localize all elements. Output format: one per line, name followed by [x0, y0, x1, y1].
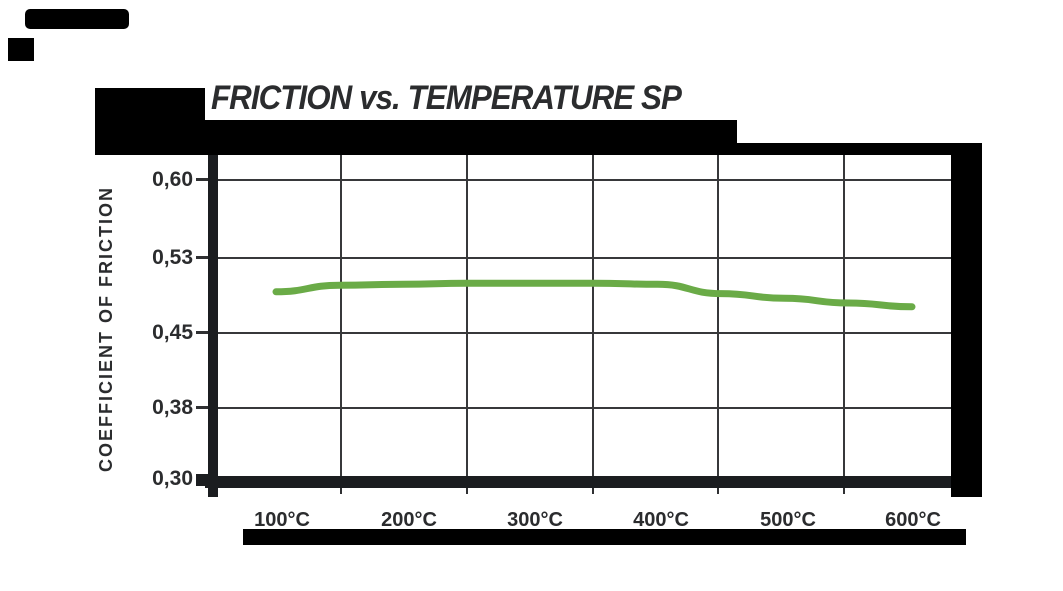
x-axis-bar [205, 476, 982, 488]
friction-curve [272, 279, 916, 311]
y-tick-2 [196, 331, 208, 334]
v-gridline-1 [466, 155, 468, 486]
chart-title: FRICTION vs. TEMPERATURE SP [211, 79, 682, 117]
y-axis-bar [208, 155, 218, 497]
h-gridline-1 [218, 257, 951, 259]
title-box: FRICTION vs. TEMPERATURE SP [205, 78, 737, 120]
h-gridline-3 [218, 407, 951, 409]
x-tick-label-2: 300°C [507, 509, 563, 531]
x-tick-0 [340, 488, 342, 494]
y-axis-origin-tick [196, 474, 208, 486]
v-gridline-4 [843, 155, 845, 486]
plot-top-mask-strip [737, 143, 966, 155]
h-gridline-0 [218, 179, 951, 181]
bottom-mask-strip [243, 529, 966, 545]
logo-mask-square [8, 38, 34, 61]
y-tick-label-2: 0,45 [152, 321, 193, 344]
x-tick-label-4: 500°C [760, 509, 816, 531]
y-tick-0 [196, 178, 208, 181]
x-tick-2 [592, 488, 594, 494]
logo-mask-pill [25, 9, 129, 29]
y-tick-label-4: 0,30 [152, 467, 193, 490]
x-tick-label-5: 600°C [885, 509, 941, 531]
plot-right-mask-band [951, 143, 982, 497]
y-tick-label-1: 0,53 [152, 246, 193, 269]
y-tick-label-0: 0,60 [152, 168, 193, 191]
y-tick-label-3: 0,38 [152, 396, 193, 419]
x-tick-label-3: 400°C [633, 509, 689, 531]
x-tick-label-0: 100°C [254, 509, 310, 531]
y-tick-1 [196, 256, 208, 259]
x-tick-1 [466, 488, 468, 494]
x-tick-3 [717, 488, 719, 494]
v-gridline-0 [340, 155, 342, 486]
v-gridline-3 [717, 155, 719, 486]
x-tick-4 [843, 488, 845, 494]
x-tick-label-1: 200°C [381, 509, 437, 531]
v-gridline-2 [592, 155, 594, 486]
y-tick-3 [196, 406, 208, 409]
h-gridline-2 [218, 332, 951, 334]
